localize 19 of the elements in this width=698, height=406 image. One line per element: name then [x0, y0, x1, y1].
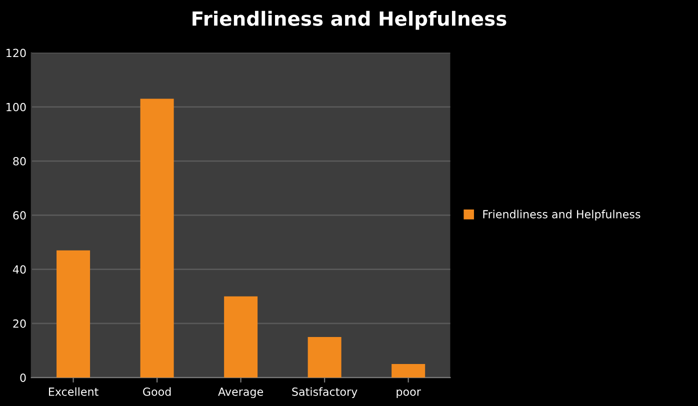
bar: [308, 336, 342, 378]
bar: [392, 364, 426, 378]
x-tick-label: Good: [143, 387, 171, 396]
legend-label: Friendliness and Helpfulness: [483, 210, 640, 221]
x-tick-label: Excellent: [49, 387, 98, 396]
bar: [224, 296, 258, 378]
x-tick-label: poor: [396, 390, 421, 398]
bar: [140, 98, 174, 378]
y-tick-label: 40: [12, 265, 26, 274]
bar: [56, 250, 90, 378]
x-tick-label: Satisfactory: [292, 387, 358, 398]
y-tick-label: 80: [13, 157, 26, 166]
y-tick-label: 100: [6, 102, 26, 112]
chart-title: Friendliness and Helpfulness: [192, 10, 506, 30]
y-tick-label: 120: [6, 48, 26, 58]
y-tick-label: 60: [13, 211, 26, 220]
x-tick-label: Average: [218, 388, 264, 398]
y-tick-label: 20: [13, 319, 26, 328]
y-tick-label: 0: [20, 374, 26, 382]
